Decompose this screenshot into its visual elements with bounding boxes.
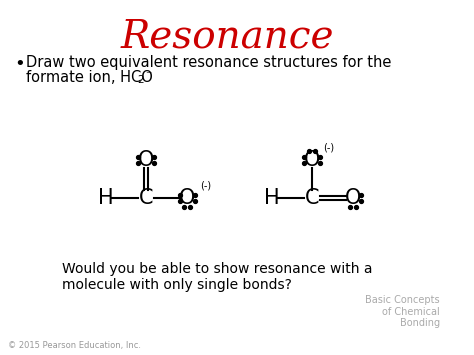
Text: C: C: [305, 188, 319, 208]
Text: (-): (-): [200, 181, 211, 191]
Text: 2: 2: [137, 75, 144, 85]
Text: O: O: [138, 150, 154, 170]
Text: C: C: [139, 188, 153, 208]
Text: H: H: [264, 188, 280, 208]
Text: Would you be able to show resonance with a
molecule with only single bonds?: Would you be able to show resonance with…: [63, 262, 373, 292]
Text: H: H: [98, 188, 113, 208]
Text: ⁻: ⁻: [145, 69, 151, 82]
Text: formate ion, HCO: formate ion, HCO: [26, 70, 153, 85]
Text: Resonance: Resonance: [121, 18, 334, 55]
Text: Draw two equivalent resonance structures for the: Draw two equivalent resonance structures…: [26, 55, 392, 70]
Text: O: O: [304, 150, 320, 170]
Text: •: •: [14, 55, 25, 73]
Text: O: O: [179, 188, 195, 208]
Text: O: O: [345, 188, 362, 208]
Text: (-): (-): [324, 143, 335, 153]
Text: © 2015 Pearson Education, Inc.: © 2015 Pearson Education, Inc.: [8, 341, 141, 350]
Text: Basic Concepts
of Chemical
Bonding: Basic Concepts of Chemical Bonding: [365, 295, 440, 328]
